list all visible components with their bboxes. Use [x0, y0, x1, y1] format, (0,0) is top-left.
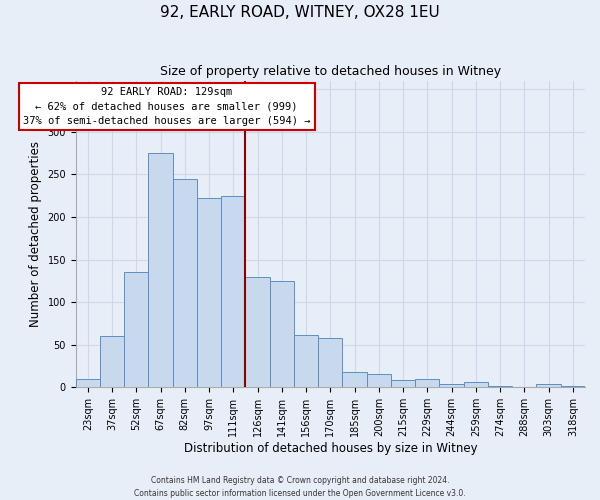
Text: Contains HM Land Registry data © Crown copyright and database right 2024.
Contai: Contains HM Land Registry data © Crown c… — [134, 476, 466, 498]
Text: 92 EARLY ROAD: 129sqm
← 62% of detached houses are smaller (999)
37% of semi-det: 92 EARLY ROAD: 129sqm ← 62% of detached … — [23, 86, 310, 126]
Bar — [173, 178, 197, 388]
Text: 92, EARLY ROAD, WITNEY, OX28 1EU: 92, EARLY ROAD, WITNEY, OX28 1EU — [160, 5, 440, 20]
Y-axis label: Number of detached properties: Number of detached properties — [29, 141, 42, 327]
Bar — [148, 153, 173, 388]
Bar — [197, 198, 221, 388]
Bar — [536, 384, 561, 388]
Bar — [124, 272, 148, 388]
Bar — [100, 336, 124, 388]
Bar — [318, 338, 343, 388]
Bar — [561, 386, 585, 388]
Bar — [76, 379, 100, 388]
Bar — [391, 380, 415, 388]
X-axis label: Distribution of detached houses by size in Witney: Distribution of detached houses by size … — [184, 442, 477, 455]
Bar — [343, 372, 367, 388]
Bar — [464, 382, 488, 388]
Bar — [245, 276, 270, 388]
Bar — [415, 379, 439, 388]
Bar — [367, 374, 391, 388]
Bar — [439, 384, 464, 388]
Title: Size of property relative to detached houses in Witney: Size of property relative to detached ho… — [160, 65, 501, 78]
Bar — [270, 281, 294, 388]
Bar — [294, 334, 318, 388]
Bar — [221, 196, 245, 388]
Bar — [488, 386, 512, 388]
